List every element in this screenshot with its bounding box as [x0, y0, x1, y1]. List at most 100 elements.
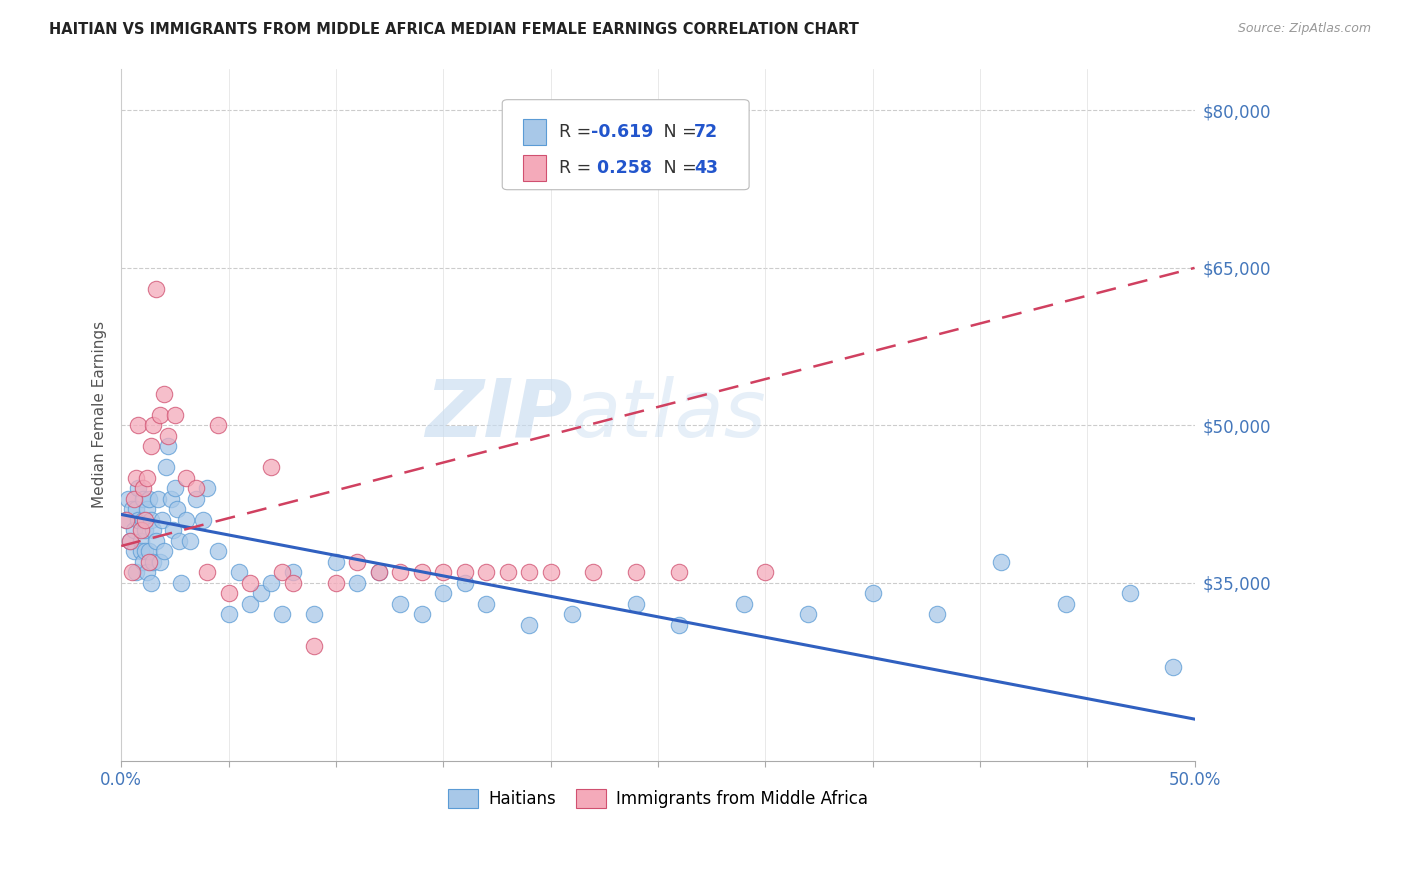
Point: [136, 471, 159, 485]
FancyBboxPatch shape: [502, 100, 749, 190]
Point: [389, 565, 412, 579]
Point: [146, 491, 169, 506]
Text: R =: R =: [560, 159, 598, 177]
Point: [114, 513, 136, 527]
Point: [1054, 597, 1077, 611]
Point: [260, 575, 283, 590]
Point: [153, 386, 176, 401]
Point: [797, 607, 820, 622]
Point: [754, 565, 776, 579]
Point: [626, 597, 648, 611]
Point: [149, 555, 172, 569]
Point: [582, 565, 605, 579]
Point: [668, 617, 690, 632]
Point: [157, 439, 180, 453]
Point: [195, 565, 218, 579]
Point: [114, 513, 136, 527]
Point: [304, 607, 326, 622]
Point: [149, 408, 172, 422]
Point: [122, 523, 145, 537]
Point: [138, 544, 160, 558]
Point: [325, 575, 347, 590]
Point: [166, 502, 188, 516]
Point: [125, 565, 148, 579]
Point: [141, 513, 163, 527]
Point: [304, 639, 326, 653]
Text: HAITIAN VS IMMIGRANTS FROM MIDDLE AFRICA MEDIAN FEMALE EARNINGS CORRELATION CHAR: HAITIAN VS IMMIGRANTS FROM MIDDLE AFRICA…: [49, 22, 859, 37]
Point: [346, 555, 368, 569]
Point: [121, 502, 143, 516]
Point: [346, 575, 368, 590]
Text: -0.619: -0.619: [592, 123, 654, 141]
Point: [228, 565, 250, 579]
Point: [1119, 586, 1142, 600]
Point: [561, 607, 583, 622]
Point: [207, 418, 229, 433]
Point: [163, 481, 186, 495]
Point: [540, 565, 562, 579]
Point: [131, 491, 153, 506]
Text: N =: N =: [647, 123, 703, 141]
Point: [271, 607, 294, 622]
Point: [367, 565, 389, 579]
Point: [141, 575, 163, 590]
Point: [122, 544, 145, 558]
Point: [668, 565, 690, 579]
Point: [155, 460, 177, 475]
Point: [281, 565, 304, 579]
Point: [186, 491, 208, 506]
Point: [207, 544, 229, 558]
Point: [990, 555, 1012, 569]
Point: [134, 513, 156, 527]
Point: [191, 513, 214, 527]
FancyBboxPatch shape: [523, 119, 547, 145]
Point: [239, 575, 262, 590]
Point: [129, 544, 152, 558]
Point: [134, 523, 156, 537]
FancyBboxPatch shape: [523, 155, 547, 181]
Point: [150, 513, 173, 527]
Point: [142, 555, 165, 569]
Point: [475, 565, 498, 579]
Point: [733, 597, 755, 611]
Text: 43: 43: [695, 159, 718, 177]
Point: [626, 565, 648, 579]
Point: [117, 491, 139, 506]
Point: [127, 418, 149, 433]
Point: [142, 418, 165, 433]
Point: [432, 586, 454, 600]
Point: [453, 575, 475, 590]
Point: [239, 597, 262, 611]
Point: [121, 565, 143, 579]
Point: [925, 607, 948, 622]
Text: 72: 72: [695, 123, 718, 141]
Point: [136, 502, 159, 516]
Point: [159, 491, 181, 506]
Point: [136, 565, 159, 579]
Point: [127, 513, 149, 527]
Point: [122, 491, 145, 506]
Point: [131, 481, 153, 495]
Point: [118, 533, 141, 548]
Point: [218, 586, 240, 600]
Legend: Haitians, Immigrants from Middle Africa: Haitians, Immigrants from Middle Africa: [441, 782, 875, 815]
Point: [389, 597, 412, 611]
Point: [249, 586, 271, 600]
Point: [118, 533, 141, 548]
Point: [167, 533, 190, 548]
Point: [157, 429, 180, 443]
Point: [125, 502, 148, 516]
Point: [131, 513, 153, 527]
Point: [129, 533, 152, 548]
Point: [186, 481, 208, 495]
Point: [129, 523, 152, 537]
Point: [125, 471, 148, 485]
Point: [517, 565, 540, 579]
Point: [218, 607, 240, 622]
Text: atlas: atlas: [572, 376, 766, 454]
Point: [453, 565, 475, 579]
Point: [142, 523, 165, 537]
Point: [367, 565, 389, 579]
Point: [281, 575, 304, 590]
Point: [163, 408, 186, 422]
